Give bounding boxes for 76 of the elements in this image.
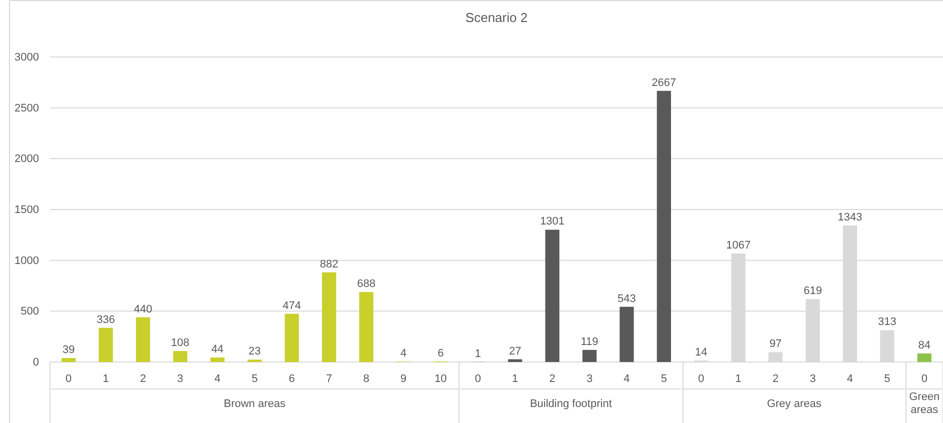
- y-tick-label: 1500: [14, 204, 39, 216]
- data-label: 27: [508, 345, 522, 358]
- x-tick-label: 9: [400, 373, 407, 385]
- bar: [62, 358, 76, 362]
- x-tick-label: 7: [326, 373, 332, 385]
- bar: [508, 359, 522, 362]
- bar: [880, 330, 894, 362]
- bar: [582, 350, 597, 362]
- x-tick-label: 1: [735, 373, 742, 385]
- bar: [656, 90, 672, 362]
- x-tick-label: 2: [772, 373, 779, 385]
- y-tick-label: 1000: [14, 254, 39, 267]
- bar: [173, 351, 188, 362]
- x-tick-label: 4: [846, 373, 854, 385]
- data-label: 1: [474, 348, 481, 360]
- data-label: 39: [62, 344, 75, 356]
- text: Grey areas: [766, 398, 822, 410]
- data-label: 97: [769, 338, 782, 350]
- data-label: 119: [580, 336, 598, 348]
- x-tick-label: 4: [624, 373, 630, 385]
- y-tick-label: 2500: [14, 102, 39, 114]
- data-label: 108: [171, 337, 190, 350]
- bar: [768, 352, 783, 362]
- data-label: 543: [618, 292, 636, 305]
- x-tick-label: 2: [549, 373, 556, 385]
- text: Building footprint: [530, 398, 612, 410]
- x-tick-label: 6: [288, 373, 295, 385]
- bar: [98, 328, 113, 362]
- y-tick-label: 500: [20, 306, 39, 318]
- data-label: 619: [804, 285, 822, 298]
- data-label: 440: [134, 303, 152, 316]
- bar: [359, 292, 374, 362]
- y-tick-label: 2000: [14, 153, 39, 166]
- x-tick-label: 0: [921, 373, 928, 385]
- bar: [210, 358, 225, 362]
- data-label: 1343: [838, 211, 862, 224]
- bar: [284, 314, 299, 362]
- data-label: 44: [211, 344, 224, 356]
- x-tick-label: 3: [810, 373, 816, 385]
- x-tick-label: 10: [434, 373, 447, 385]
- data-label: 23: [248, 346, 261, 358]
- data-label: 84: [918, 339, 931, 352]
- data-label: 336: [96, 314, 115, 326]
- data-label: 882: [320, 258, 338, 270]
- x-tick-label: 0: [66, 373, 72, 385]
- y-tick-label: 3000: [14, 52, 39, 64]
- data-label: 2667: [652, 76, 676, 89]
- bar: [322, 272, 336, 362]
- x-tick-label: 0: [698, 373, 704, 385]
- x-tick-label: 5: [252, 373, 258, 385]
- x-tick-label: 0: [474, 373, 481, 385]
- x-tick-label: 1: [512, 373, 518, 385]
- y-tick-label: 0: [32, 356, 39, 369]
- data-label: 4: [400, 348, 407, 360]
- data-label: 688: [357, 278, 376, 290]
- data-label: 14: [695, 346, 708, 359]
- data-label: 1067: [726, 240, 751, 252]
- data-label: 474: [282, 300, 302, 312]
- x-tick-label: 2: [140, 373, 146, 385]
- data-label: 6: [438, 347, 444, 360]
- x-tick-label: 3: [177, 373, 184, 385]
- text: Green areas: [909, 391, 940, 416]
- data-label: 1301: [540, 216, 565, 228]
- text: Brown areas: [224, 398, 286, 410]
- chart-title: Scenario 2: [465, 10, 528, 25]
- bar: [545, 230, 560, 362]
- x-tick-label: 5: [884, 373, 890, 385]
- x-tick-label: 8: [363, 373, 370, 385]
- bar: [136, 317, 150, 362]
- x-tick-label: 4: [214, 373, 220, 385]
- bar: [620, 306, 634, 362]
- x-tick-label: 1: [102, 373, 109, 385]
- x-tick-label: 3: [586, 373, 593, 385]
- bar: [917, 353, 932, 362]
- x-tick-label: 5: [660, 373, 667, 385]
- data-label: 313: [878, 316, 896, 328]
